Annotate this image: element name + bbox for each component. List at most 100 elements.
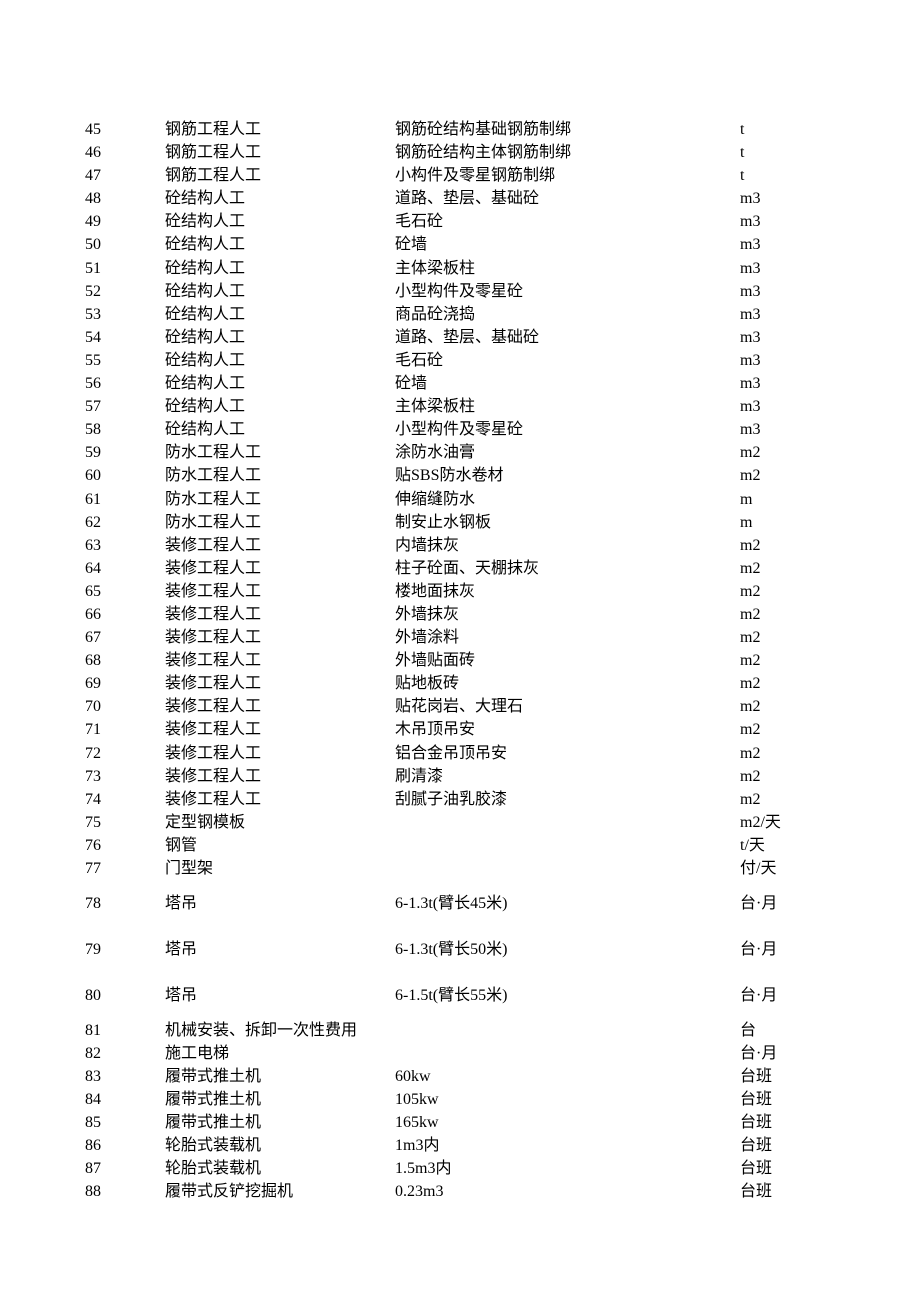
cell-number: 88 <box>85 1180 165 1203</box>
cell-name: 轮胎式装载机 <box>165 1134 395 1157</box>
cell-spec: 道路、垫层、基础砼 <box>395 326 740 349</box>
cell-unit: 台 <box>740 1019 835 1042</box>
cell-name: 砼结构人工 <box>165 326 395 349</box>
cell-name: 定型钢模板 <box>165 811 395 834</box>
cell-number: 46 <box>85 141 165 164</box>
cell-unit: 台·月 <box>740 1042 835 1065</box>
cell-spec: 外墙涂料 <box>395 626 740 649</box>
cell-unit: m2 <box>740 788 835 811</box>
cell-spec: 1m3内 <box>395 1134 740 1157</box>
cell-spec: 钢筋砼结构基础钢筋制绑 <box>395 118 740 141</box>
cell-number: 63 <box>85 534 165 557</box>
cell-name: 履带式推土机 <box>165 1111 395 1134</box>
cell-unit: m2 <box>740 603 835 626</box>
table-row: 72装修工程人工铝合金吊顶吊安m2 <box>85 742 835 765</box>
table-row: 57砼结构人工主体梁板柱m3 <box>85 395 835 418</box>
cell-spec: 贴地板砖 <box>395 672 740 695</box>
cell-spec: 主体梁板柱 <box>395 395 740 418</box>
cell-spec: 内墙抹灰 <box>395 534 740 557</box>
cell-name: 装修工程人工 <box>165 788 395 811</box>
cell-unit: 台·月 <box>740 984 835 1007</box>
table-row: 66装修工程人工外墙抹灰m2 <box>85 603 835 626</box>
cell-name: 防水工程人工 <box>165 488 395 511</box>
cell-spec: 商品砼浇捣 <box>395 303 740 326</box>
cell-name: 装修工程人工 <box>165 649 395 672</box>
cell-name: 砼结构人工 <box>165 418 395 441</box>
table-row: 60防水工程人工贴SBS防水卷材m2 <box>85 464 835 487</box>
cell-number: 68 <box>85 649 165 672</box>
cell-name: 钢筋工程人工 <box>165 141 395 164</box>
cell-spec: 外墙抹灰 <box>395 603 740 626</box>
cell-unit: 台班 <box>740 1134 835 1157</box>
cell-unit: m2 <box>740 441 835 464</box>
cell-number: 83 <box>85 1065 165 1088</box>
table-row: 62防水工程人工制安止水钢板m <box>85 511 835 534</box>
cell-unit: m3 <box>740 257 835 280</box>
cell-unit: m2 <box>740 718 835 741</box>
cell-name: 砼结构人工 <box>165 233 395 256</box>
cell-spec: 砼墙 <box>395 233 740 256</box>
cell-number: 61 <box>85 488 165 511</box>
cell-name: 砼结构人工 <box>165 349 395 372</box>
cell-unit: 台班 <box>740 1088 835 1111</box>
table-row: 76钢管t/天 <box>85 834 835 857</box>
table-row: 49砼结构人工毛石砼m3 <box>85 210 835 233</box>
cell-name: 轮胎式装载机 <box>165 1157 395 1180</box>
cell-spec: 道路、垫层、基础砼 <box>395 187 740 210</box>
cell-spec: 毛石砼 <box>395 349 740 372</box>
cell-spec: 165kw <box>395 1111 740 1134</box>
table-row: 67装修工程人工外墙涂料m2 <box>85 626 835 649</box>
table-row: 58砼结构人工小型构件及零星砼m3 <box>85 418 835 441</box>
cell-number: 73 <box>85 765 165 788</box>
cell-spec: 60kw <box>395 1065 740 1088</box>
cell-number: 55 <box>85 349 165 372</box>
cell-name: 钢筋工程人工 <box>165 118 395 141</box>
cell-unit: 台·月 <box>740 892 835 915</box>
cell-spec: 楼地面抹灰 <box>395 580 740 603</box>
cell-spec: 6-1.5t(臂长55米) <box>395 984 740 1007</box>
cell-number: 57 <box>85 395 165 418</box>
cell-spec: 6-1.3t(臂长50米) <box>395 938 740 961</box>
table-row: 54砼结构人工道路、垫层、基础砼m3 <box>85 326 835 349</box>
cell-number: 86 <box>85 1134 165 1157</box>
cell-unit: m2 <box>740 765 835 788</box>
cell-name: 装修工程人工 <box>165 534 395 557</box>
cell-number: 51 <box>85 257 165 280</box>
cell-name: 装修工程人工 <box>165 718 395 741</box>
cell-name: 装修工程人工 <box>165 580 395 603</box>
cell-unit: 台班 <box>740 1065 835 1088</box>
cell-name: 机械安装、拆卸一次性费用 <box>165 1019 395 1042</box>
cell-unit: m2 <box>740 464 835 487</box>
cell-unit: t <box>740 141 835 164</box>
cell-name: 装修工程人工 <box>165 742 395 765</box>
cell-unit: m2 <box>740 626 835 649</box>
cell-spec: 铝合金吊顶吊安 <box>395 742 740 765</box>
cell-unit: m3 <box>740 349 835 372</box>
table-row: 52砼结构人工小型构件及零星砼m3 <box>85 280 835 303</box>
cell-unit: 台班 <box>740 1111 835 1134</box>
cell-name: 砼结构人工 <box>165 187 395 210</box>
table-row: 81机械安装、拆卸一次性费用 台 <box>85 1019 835 1042</box>
cell-unit: m3 <box>740 233 835 256</box>
cell-number: 81 <box>85 1019 165 1042</box>
cell-name: 钢筋工程人工 <box>165 164 395 187</box>
cell-spec: 刷清漆 <box>395 765 740 788</box>
cell-name: 砼结构人工 <box>165 257 395 280</box>
cell-number: 78 <box>85 892 165 915</box>
cell-number: 64 <box>85 557 165 580</box>
cell-number: 74 <box>85 788 165 811</box>
cell-number: 50 <box>85 233 165 256</box>
cell-spec: 外墙贴面砖 <box>395 649 740 672</box>
table-row: 53砼结构人工商品砼浇捣m3 <box>85 303 835 326</box>
cell-spec: 6-1.3t(臂长45米) <box>395 892 740 915</box>
table-row: 78塔吊6-1.3t(臂长45米)台·月 <box>85 880 835 926</box>
cell-name: 装修工程人工 <box>165 603 395 626</box>
cell-name: 履带式推土机 <box>165 1088 395 1111</box>
cell-number: 49 <box>85 210 165 233</box>
cell-name: 砼结构人工 <box>165 395 395 418</box>
table-row: 68装修工程人工外墙贴面砖m2 <box>85 649 835 672</box>
cell-name: 塔吊 <box>165 938 395 961</box>
cell-number: 67 <box>85 626 165 649</box>
cell-name: 门型架 <box>165 857 395 880</box>
cell-number: 72 <box>85 742 165 765</box>
